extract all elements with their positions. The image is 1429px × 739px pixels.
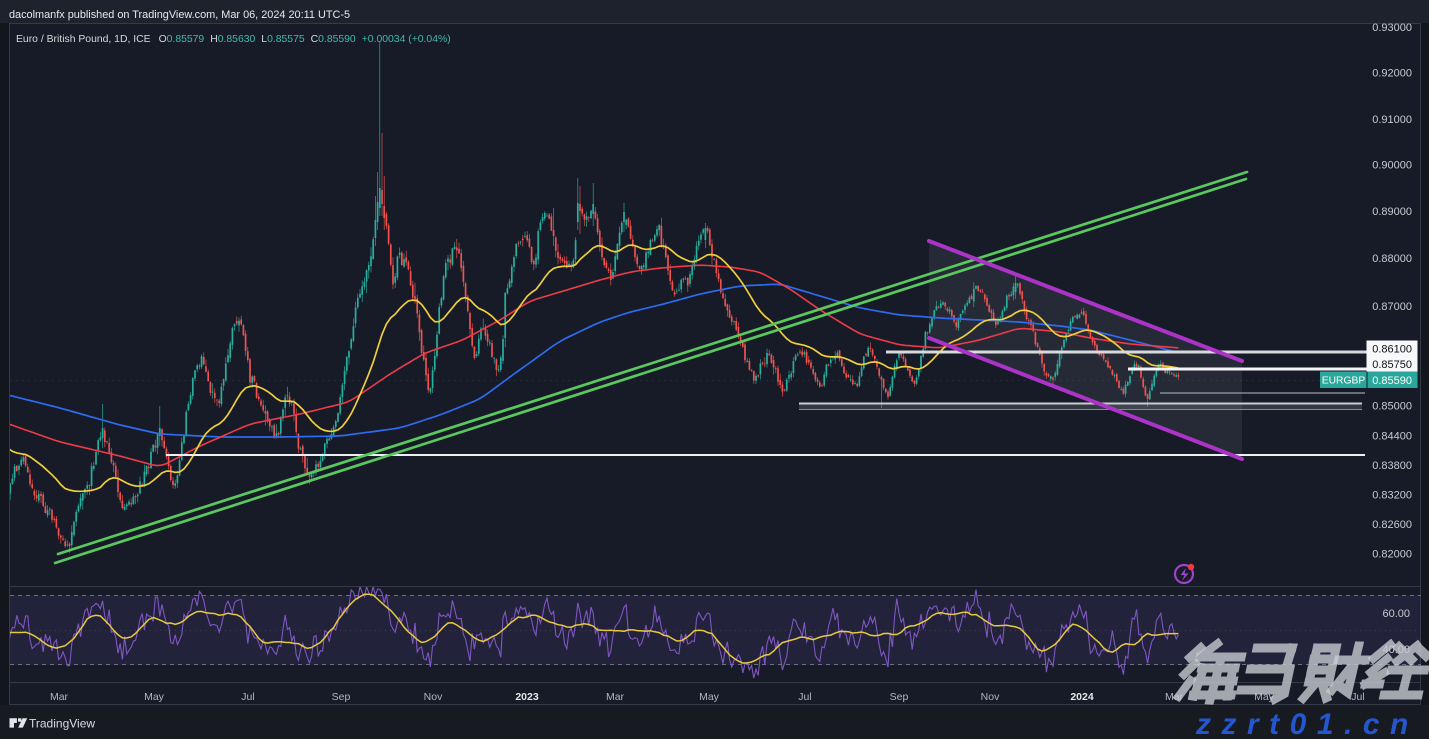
svg-text:0.85000: 0.85000	[1372, 401, 1412, 413]
svg-text:0.91000: 0.91000	[1372, 114, 1412, 126]
svg-text:May: May	[144, 691, 165, 703]
svg-text:0.88000: 0.88000	[1372, 253, 1412, 265]
svg-text:Mar: Mar	[50, 691, 69, 703]
svg-text:0.86100: 0.86100	[1372, 344, 1412, 356]
svg-text:0.83200: 0.83200	[1372, 490, 1412, 502]
svg-text:Sep: Sep	[890, 691, 909, 703]
svg-text:2024: 2024	[1070, 691, 1094, 703]
svg-text:0.93000: 0.93000	[1372, 22, 1412, 34]
svg-text:Nov: Nov	[424, 691, 443, 703]
svg-text:0.84400: 0.84400	[1372, 431, 1412, 443]
svg-text:zzrt01.cn: zzrt01.cn	[1195, 708, 1419, 739]
svg-text:Nov: Nov	[981, 691, 1000, 703]
svg-text:0.87000: 0.87000	[1372, 301, 1412, 313]
svg-text:dacolmanfx published on Tradin: dacolmanfx published on TradingView.com,…	[9, 9, 350, 21]
svg-text:Sep: Sep	[332, 691, 351, 703]
svg-text:0.83800: 0.83800	[1372, 460, 1412, 472]
svg-text:0.90000: 0.90000	[1372, 160, 1412, 172]
svg-text:0.89000: 0.89000	[1372, 206, 1412, 218]
svg-text:Mar: Mar	[606, 691, 625, 703]
svg-text:2023: 2023	[515, 691, 539, 703]
svg-text:Jul: Jul	[1351, 691, 1364, 703]
svg-text:Jul: Jul	[798, 691, 811, 703]
svg-text:60.00: 60.00	[1382, 608, 1410, 620]
svg-text:Jul: Jul	[241, 691, 254, 703]
svg-text:EURGBP: EURGBP	[1322, 376, 1366, 387]
svg-text:May: May	[699, 691, 720, 703]
svg-text:0.82600: 0.82600	[1372, 519, 1412, 531]
svg-text:TradingView: TradingView	[29, 717, 95, 731]
svg-text:0.85590: 0.85590	[1372, 375, 1412, 387]
svg-text:0.85750: 0.85750	[1372, 359, 1412, 371]
svg-text:0.82000: 0.82000	[1372, 549, 1412, 561]
svg-text:0.92000: 0.92000	[1372, 68, 1412, 80]
